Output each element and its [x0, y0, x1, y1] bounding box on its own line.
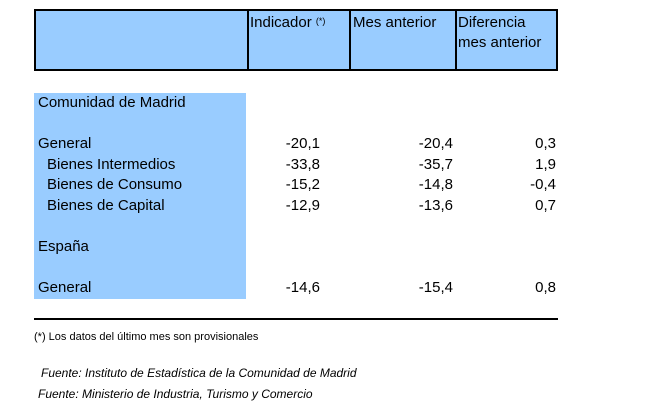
row-label-madrid-general: General — [38, 135, 92, 152]
footnote: (*) Los datos del último mes son provisi… — [34, 331, 259, 343]
section-title-espana: España — [38, 238, 89, 255]
row-label-bienes-intermedios: Bienes Intermedios — [47, 156, 176, 173]
cell-mes-anterior: -15,4 — [418, 279, 453, 296]
source-line: Fuente: Ministerio de Industria, Turismo… — [38, 387, 313, 401]
source-line: Fuente: Instituto de Estadística de la C… — [41, 366, 357, 380]
cell-indicador: -12,9 — [285, 197, 320, 214]
row-label-band — [34, 93, 246, 299]
cell-indicador: -15,2 — [285, 176, 320, 193]
row-label-espana-general: General — [38, 279, 92, 296]
cell-indicador: -20,1 — [285, 135, 320, 152]
cell-diferencia: 0,3 — [535, 135, 556, 152]
column-divider — [349, 11, 351, 69]
cell-diferencia: 1,9 — [535, 156, 556, 173]
table-header: Indicador (*) Mes anterior Diferencia me… — [34, 9, 558, 71]
header-diferencia-line2: mes anterior — [458, 34, 542, 51]
header-mes-anterior: Mes anterior — [353, 14, 437, 31]
cell-indicador: -14,6 — [285, 279, 320, 296]
section-title-madrid: Comunidad de Madrid — [38, 94, 186, 111]
column-divider — [247, 11, 249, 69]
cell-mes-anterior: -20,4 — [418, 135, 453, 152]
cell-mes-anterior: -14,8 — [418, 176, 453, 193]
cell-mes-anterior: -35,7 — [418, 156, 453, 173]
header-diferencia: Diferencia mes anterior — [458, 13, 541, 53]
header-indicador: Indicador (*) — [250, 14, 326, 31]
row-label-bienes-consumo: Bienes de Consumo — [47, 176, 183, 193]
column-divider — [455, 11, 457, 69]
cell-diferencia: 0,7 — [535, 197, 556, 214]
cell-diferencia: 0,8 — [535, 279, 556, 296]
cell-indicador: -33,8 — [285, 156, 320, 173]
table-bottom-rule — [34, 318, 558, 320]
row-label-bienes-capital: Bienes de Capital — [47, 197, 165, 214]
header-diferencia-line1: Diferencia — [458, 14, 526, 31]
cell-diferencia: -0,4 — [530, 176, 556, 193]
cell-mes-anterior: -13,6 — [418, 197, 453, 214]
header-indicador-mark: (*) — [315, 16, 326, 26]
